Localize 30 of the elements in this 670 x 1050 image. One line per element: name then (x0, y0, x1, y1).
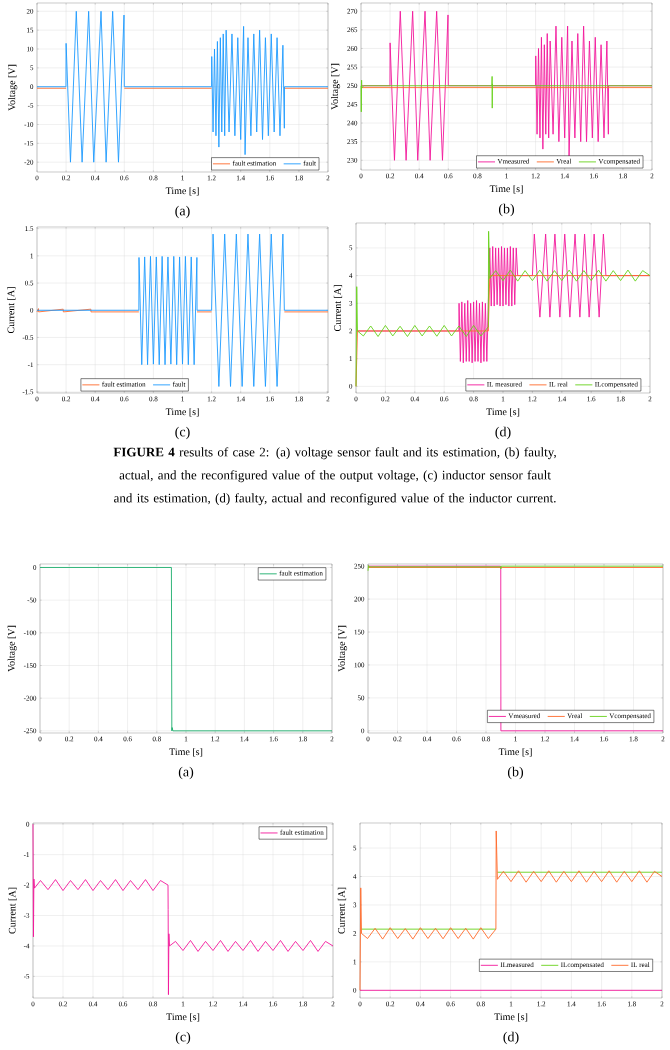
y-axis-title: Current [A] (8, 887, 17, 934)
y-axis-title: Voltage [V] (338, 625, 348, 672)
x-axis-title: Time [s] (165, 408, 199, 417)
x-axis-title: Time [s] (165, 187, 199, 196)
y-axis-title: Current [A] (333, 285, 343, 332)
y-axis-title: Voltage [V] (8, 64, 18, 111)
line-series (32, 823, 334, 996)
x-axis-title: Time [s] (169, 748, 203, 757)
text: (b) (498, 203, 515, 217)
line-series (359, 830, 663, 991)
y-axis-title: Voltage [V] (331, 63, 341, 110)
text: (a) (178, 766, 194, 780)
line-series (36, 233, 329, 387)
line-series (360, 75, 653, 113)
x-axis-title: Time [s] (486, 408, 520, 417)
x-axis-title: Time [s] (494, 1013, 528, 1022)
text: (c) (175, 426, 190, 440)
y-axis-title: Current [A] (7, 287, 16, 334)
x-axis-title: Time [s] (166, 1013, 200, 1022)
text: (d) (495, 426, 511, 440)
text: (c) (175, 1031, 191, 1045)
text: (b) (507, 766, 524, 780)
y-axis-title: Voltage [V] (7, 625, 17, 672)
y-axis-title: Current [A] (337, 887, 347, 934)
text: (a) (175, 205, 190, 219)
x-axis-title: Time [s] (489, 185, 523, 194)
line-series (355, 230, 651, 387)
text: FIGURE 4 results of case 2: (a) voltage sensor fault and its estimation, (b) faulty, actual, and the reconfigured value of the output voltage, (c) inductor sensor fault and its estimation, (d) faulty, actual and reconfigured value of the inductor current. (113, 447, 556, 506)
x-axis-title: Time [s] (498, 748, 532, 757)
text: (d) (503, 1031, 519, 1045)
